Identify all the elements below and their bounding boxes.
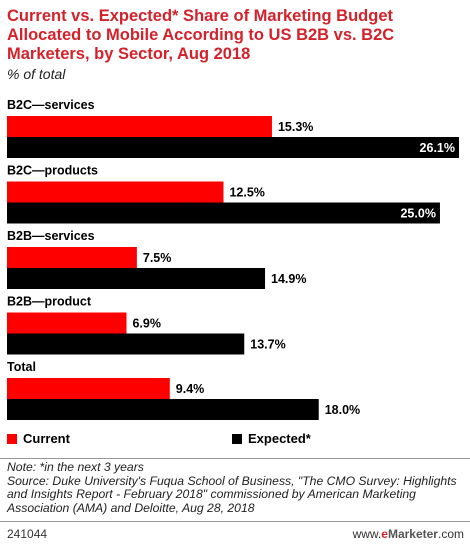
chart-subtitle: % of total bbox=[7, 66, 66, 82]
brand-name: Marketer bbox=[387, 527, 438, 541]
bar-chart: B2C—services 15.3% 26.1% B2C—products 12.5% 2… bbox=[7, 98, 459, 420]
category-label: B2B—services bbox=[7, 229, 95, 243]
value-label-current: 9.4% bbox=[176, 382, 205, 396]
bar-current bbox=[7, 247, 137, 268]
legend-expected-swatch bbox=[232, 434, 242, 444]
divider-top bbox=[0, 458, 470, 459]
brand-suffix: .com bbox=[437, 527, 464, 541]
value-label-expected: 13.7% bbox=[250, 338, 285, 352]
value-label-current: 12.5% bbox=[229, 186, 264, 200]
chart-title: Current vs. Expected* Share of Marketing… bbox=[7, 7, 395, 63]
legend-current-swatch bbox=[7, 434, 17, 444]
value-label-current: 6.9% bbox=[132, 317, 161, 331]
bar-current bbox=[7, 312, 127, 334]
source-text: Source: Duke University's Fuqua School o… bbox=[7, 473, 457, 515]
value-label-expected: 18.0% bbox=[325, 403, 360, 417]
category-label: B2C—products bbox=[7, 164, 98, 178]
legend-expected-label: Expected* bbox=[248, 431, 311, 446]
bar-current bbox=[7, 378, 170, 399]
bar-expected bbox=[7, 137, 459, 158]
bar-current bbox=[7, 116, 272, 137]
bar-expected bbox=[7, 268, 266, 289]
value-label-expected: 14.9% bbox=[271, 272, 306, 286]
divider-bottom bbox=[0, 521, 470, 522]
category-label: B2B—product bbox=[7, 295, 92, 309]
notes: Note: *in the next 3 years Source: Duke … bbox=[7, 460, 467, 515]
value-label-current: 7.5% bbox=[143, 251, 172, 265]
value-label-current: 15.3% bbox=[278, 120, 313, 134]
bar-expected bbox=[7, 399, 319, 420]
category-label: Total bbox=[7, 360, 36, 374]
bar-expected bbox=[7, 333, 245, 355]
category-label: B2C—services bbox=[7, 98, 95, 112]
bar-expected bbox=[7, 202, 440, 224]
value-label-expected: 26.1% bbox=[420, 141, 455, 155]
brand-e: e bbox=[381, 527, 388, 541]
emarketer-logo: www.eMarketer.com bbox=[353, 527, 464, 541]
bar-current bbox=[7, 181, 224, 203]
brand-prefix: www. bbox=[352, 527, 382, 541]
legend-expected: Expected* bbox=[232, 431, 311, 446]
legend-current: Current bbox=[7, 431, 70, 446]
chart-id: 241044 bbox=[7, 527, 48, 541]
note-text: Note: *in the next 3 years bbox=[7, 460, 144, 474]
legend-current-label: Current bbox=[23, 431, 70, 446]
value-label-expected: 25.0% bbox=[400, 207, 435, 221]
